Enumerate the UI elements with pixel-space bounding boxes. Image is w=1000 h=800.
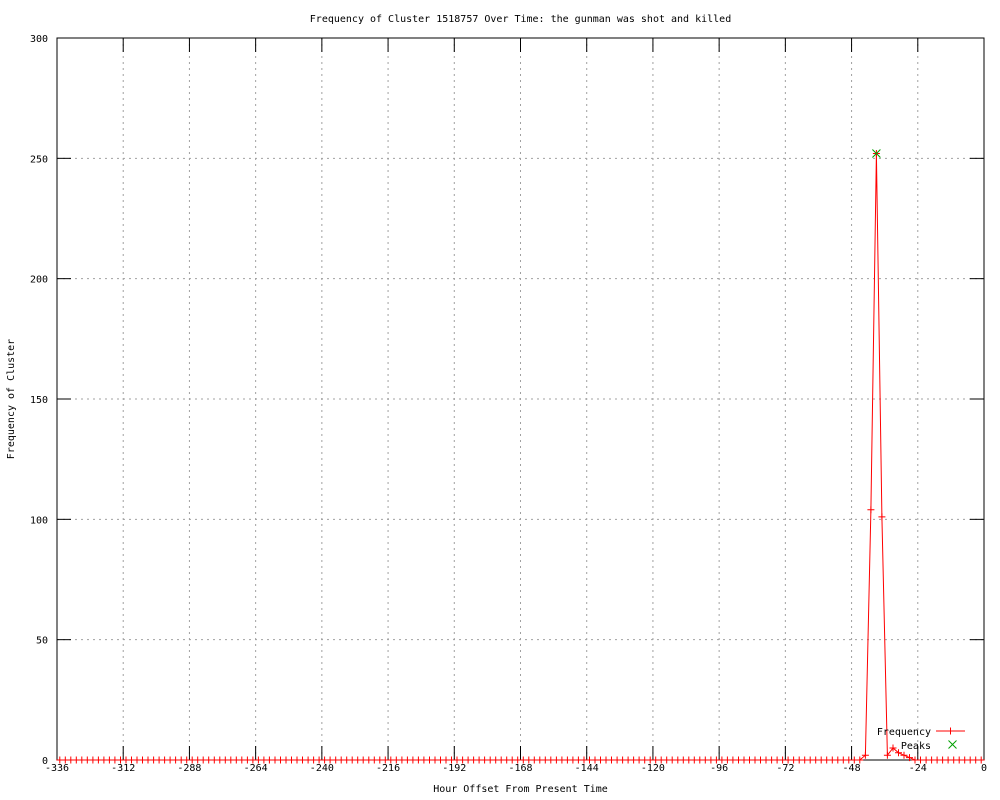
y-tick-label: 200 [30, 275, 48, 286]
frequency-markers [56, 150, 985, 764]
x-tick-label: -264 [244, 763, 268, 774]
y-tick-label: 0 [42, 756, 48, 767]
legend-sample-frequency-marker [947, 727, 954, 735]
grid-lines [57, 38, 984, 760]
x-tick-label: -336 [45, 763, 69, 774]
y-axis-label: Frequency of Cluster [6, 339, 17, 459]
y-tick-label: 300 [30, 34, 48, 45]
legend-label-frequency: Frequency [877, 727, 931, 738]
peaks-marker [872, 149, 881, 158]
legend-sample-peaks-marker [948, 740, 957, 749]
y-tick-label: 100 [30, 515, 48, 526]
x-tick-label: 0 [981, 763, 987, 774]
y-tick-label: 250 [30, 154, 48, 165]
x-tick-label: -144 [575, 763, 599, 774]
x-tick-label: -312 [111, 763, 135, 774]
legend: Frequency Peaks [877, 727, 965, 752]
x-tick-label: -192 [442, 763, 466, 774]
x-tick-label: -120 [641, 763, 665, 774]
y-tick-label: 150 [30, 395, 48, 406]
chart-title: Frequency of Cluster 1518757 Over Time: … [310, 14, 731, 25]
legend-label-peaks: Peaks [901, 741, 931, 752]
x-tick-label: -48 [843, 763, 861, 774]
x-tick-label: -168 [508, 763, 532, 774]
y-tick-label: 50 [36, 636, 48, 647]
x-tick-label: -288 [177, 763, 201, 774]
x-tick-label: -240 [310, 763, 334, 774]
x-tick-label: -96 [710, 763, 728, 774]
x-tick-label: -216 [376, 763, 400, 774]
x-tick-label: -24 [909, 763, 927, 774]
x-axis-label: Hour Offset From Present Time [433, 784, 608, 795]
x-tick-label: -72 [776, 763, 794, 774]
